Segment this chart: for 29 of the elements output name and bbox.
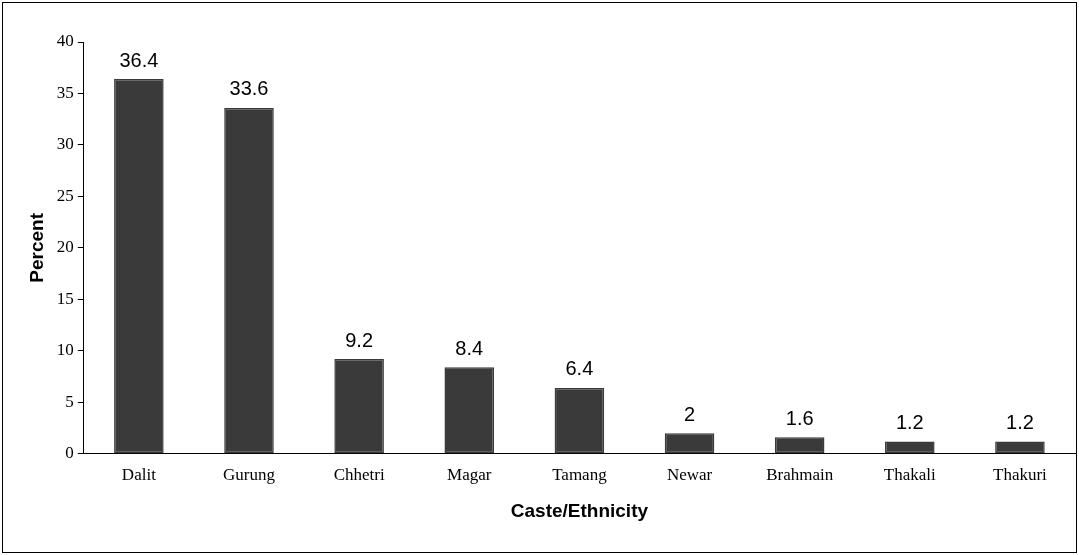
x-tick-label: Thakuri: [993, 465, 1048, 485]
y-axis-title: Percent: [25, 212, 47, 283]
x-tick-label: Chhetri: [333, 465, 385, 485]
x-tick-label: Gurung: [223, 465, 276, 485]
data-label: 8.4: [455, 336, 484, 359]
data-label: 1.2: [895, 410, 924, 433]
y-tick-label: 5: [65, 391, 74, 411]
x-tick-label: Thakali: [883, 465, 937, 485]
y-tick-label: 35: [56, 82, 74, 102]
y-tick-label: 40: [56, 31, 74, 51]
data-label: 1.6: [785, 406, 814, 429]
x-tick-label: Newar: [666, 465, 713, 485]
x-tick-label: Dalit: [121, 465, 157, 485]
data-label: 1.2: [1006, 410, 1034, 433]
x-tick-label: Brahmain: [766, 465, 834, 485]
data-label: 6.4: [565, 357, 594, 380]
y-tick-label: 25: [56, 185, 74, 205]
y-tick-label: 20: [56, 237, 74, 257]
data-label: 36.4: [119, 48, 159, 71]
y-tick-label: 15: [56, 288, 74, 308]
x-axis-title: Caste/Ethnicity: [510, 499, 649, 521]
x-tick-label: Magar: [447, 465, 492, 485]
y-tick-label: 10: [56, 340, 74, 360]
data-label: 9.2: [345, 328, 374, 351]
y-tick-label: 30: [56, 134, 74, 154]
x-tick-label: Tamang: [552, 465, 608, 485]
data-label: 33.6: [229, 77, 269, 100]
y-tick-label: 0: [65, 443, 74, 463]
data-label: 2: [683, 402, 696, 425]
